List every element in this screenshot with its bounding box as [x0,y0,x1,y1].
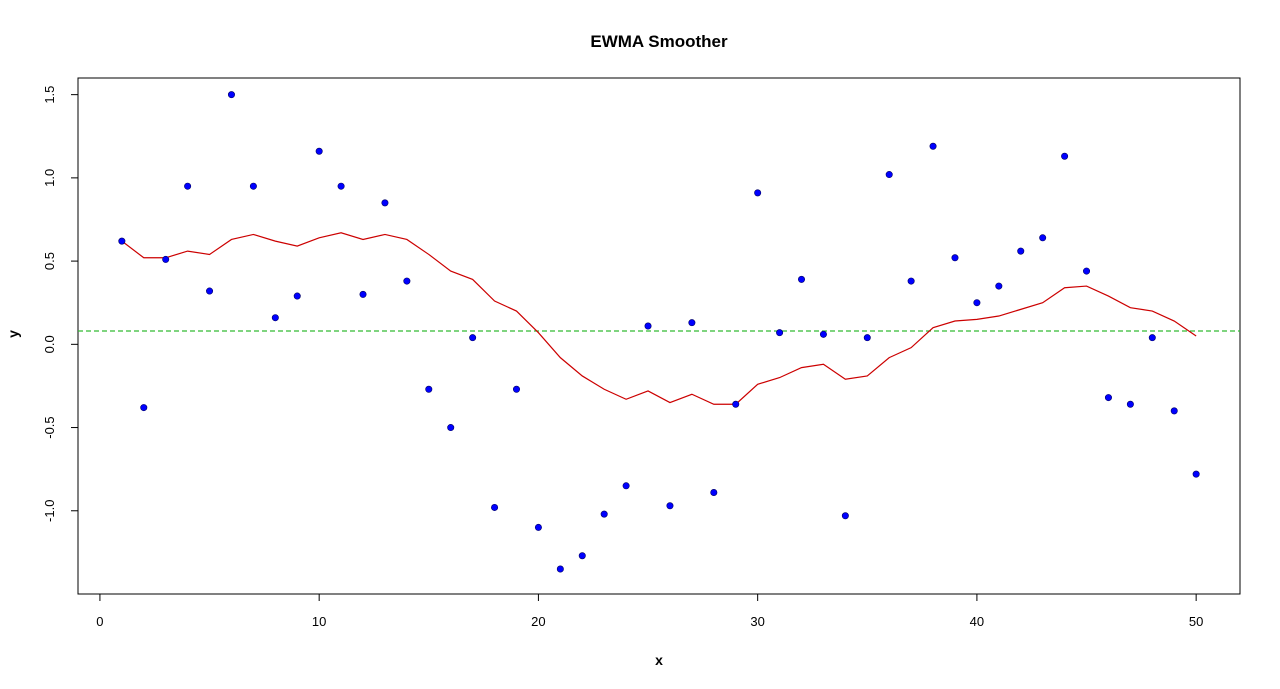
x-tick-label: 50 [1189,614,1203,629]
chart-title: EWMA Smoother [590,32,728,51]
data-point [732,400,740,408]
data-point [534,523,542,531]
ewma-smoother-line [121,232,1197,405]
data-point [118,237,126,245]
data-point [754,189,762,197]
data-point [447,424,455,432]
data-point [1126,400,1134,408]
x-tick-label: 40 [970,614,984,629]
data-point [600,510,608,518]
ewma-line [121,232,1197,405]
data-point [1061,152,1069,160]
data-point [227,91,235,99]
data-point [1148,334,1156,342]
data-point [491,503,499,511]
y-tick-label: -0.5 [42,416,57,438]
data-point [688,319,696,327]
x-tick-label: 0 [96,614,103,629]
data-point [140,404,148,412]
data-point [798,275,806,283]
data-point [863,334,871,342]
y-tick-label: 1.0 [42,169,57,187]
data-point [293,292,301,300]
data-point [995,282,1003,290]
data-point [512,385,520,393]
data-point [1017,247,1025,255]
y-axis-label: y [5,330,21,338]
data-point [929,142,937,150]
data-point [1192,470,1200,478]
data-point [622,482,630,490]
data-point [776,329,784,337]
data-point [1104,394,1112,402]
data-point [556,565,564,573]
data-point [710,488,718,496]
x-tick-label: 10 [312,614,326,629]
data-point [819,330,827,338]
data-point [951,254,959,262]
data-point [162,255,170,263]
data-point [578,552,586,560]
data-point [973,299,981,307]
data-point [206,287,214,295]
data-point [1170,407,1178,415]
data-point [469,334,477,342]
data-point [315,147,323,155]
data-point [907,277,915,285]
y-tick-label: 0.5 [42,252,57,270]
data-point [359,290,367,298]
x-tick-label: 20 [531,614,545,629]
data-point [184,182,192,190]
y-tick-label: 0.0 [42,335,57,353]
x-tick-label: 30 [750,614,764,629]
y-tick-label: 1.5 [42,86,57,104]
x-axis: 0 10 20 30 40 50 [96,593,1203,629]
data-point [666,502,674,510]
data-point [403,277,411,285]
x-axis-label: x [655,652,663,668]
data-point [1039,234,1047,242]
data-point [249,182,257,190]
data-point [1083,267,1091,275]
data-point [271,314,279,322]
data-point [644,322,652,330]
data-points [118,91,1200,573]
data-point [885,171,893,179]
y-tick-label: -1.0 [42,500,57,522]
data-point [841,512,849,520]
data-point [337,182,345,190]
data-point [425,385,433,393]
data-point [381,199,389,207]
y-axis: -1.0 -0.5 0.0 0.5 1.0 1.5 [42,86,79,522]
